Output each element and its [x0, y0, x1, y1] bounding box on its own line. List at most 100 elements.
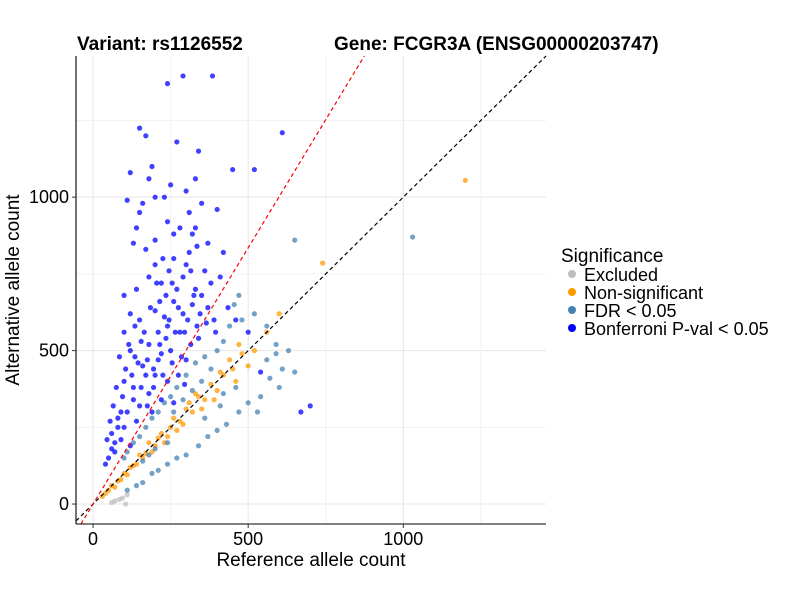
point-bonferroni-p-val-0-05	[146, 176, 152, 182]
point-bonferroni-p-val-0-05	[132, 354, 138, 360]
ticks: 0 500 1000 0 500 1000	[29, 187, 423, 549]
point-non-significant	[174, 427, 180, 433]
legend-label: Non-significant	[584, 283, 703, 303]
point-fdr-0-05	[285, 348, 292, 354]
point-bonferroni-p-val-0-05	[149, 409, 155, 415]
point-bonferroni-p-val-0-05	[143, 246, 149, 252]
x-tick-label: 0	[88, 529, 98, 549]
point-fdr-0-05	[199, 378, 205, 384]
x-tick-label: 500	[233, 529, 263, 549]
point-non-significant	[115, 478, 121, 484]
point-bonferroni-p-val-0-05	[168, 348, 174, 354]
point-bonferroni-p-val-0-05	[154, 280, 160, 286]
point-bonferroni-p-val-0-05	[150, 366, 157, 372]
point-fdr-0-05	[214, 348, 220, 354]
point-bonferroni-p-val-0-05	[127, 170, 133, 176]
point-fdr-0-05	[279, 366, 285, 372]
point-bonferroni-p-val-0-05	[138, 384, 144, 391]
x-axis-title: Reference allele count	[216, 550, 406, 571]
point-bonferroni-p-val-0-05	[130, 384, 136, 391]
point-fdr-0-05	[183, 372, 189, 378]
point-bonferroni-p-val-0-05	[123, 366, 129, 372]
point-bonferroni-p-val-0-05	[144, 357, 150, 363]
point-bonferroni-p-val-0-05	[121, 329, 127, 335]
point-bonferroni-p-val-0-05	[169, 360, 175, 366]
point-bonferroni-p-val-0-05	[183, 357, 189, 363]
point-fdr-0-05	[233, 384, 239, 391]
point-bonferroni-p-val-0-05	[107, 418, 113, 424]
point-bonferroni-p-val-0-05	[109, 430, 115, 437]
point-bonferroni-p-val-0-05	[211, 317, 217, 323]
point-fdr-0-05	[226, 323, 233, 329]
point-fdr-0-05	[223, 421, 230, 427]
point-bonferroni-p-val-0-05	[208, 280, 214, 286]
point-non-significant	[245, 363, 251, 369]
point-bonferroni-p-val-0-05	[149, 163, 155, 170]
point-non-significant	[217, 369, 223, 375]
point-bonferroni-p-val-0-05	[163, 335, 169, 341]
point-bonferroni-p-val-0-05	[194, 243, 200, 249]
point-bonferroni-p-val-0-05	[136, 125, 143, 131]
point-bonferroni-p-val-0-05	[307, 403, 313, 409]
point-bonferroni-p-val-0-05	[104, 437, 110, 443]
point-fdr-0-05	[164, 461, 171, 467]
point-bonferroni-p-val-0-05	[127, 348, 133, 354]
point-bonferroni-p-val-0-05	[230, 166, 236, 173]
point-fdr-0-05	[152, 446, 158, 452]
point-bonferroni-p-val-0-05	[155, 329, 161, 335]
point-fdr-0-05	[254, 409, 261, 415]
point-bonferroni-p-val-0-05	[136, 209, 143, 216]
point-bonferroni-p-val-0-05	[164, 219, 171, 225]
point-bonferroni-p-val-0-05	[298, 409, 304, 415]
point-non-significant	[99, 493, 105, 499]
point-bonferroni-p-val-0-05	[109, 446, 115, 452]
point-fdr-0-05	[236, 292, 242, 298]
point-bonferroni-p-val-0-05	[152, 237, 158, 243]
point-non-significant	[276, 311, 282, 317]
point-bonferroni-p-val-0-05	[202, 268, 208, 274]
point-bonferroni-p-val-0-05	[127, 311, 133, 317]
point-bonferroni-p-val-0-05	[168, 182, 174, 188]
point-bonferroni-p-val-0-05	[130, 240, 136, 246]
point-bonferroni-p-val-0-05	[181, 381, 188, 387]
point-bonferroni-p-val-0-05	[177, 329, 183, 335]
point-bonferroni-p-val-0-05	[171, 231, 177, 237]
legend-key-excluded	[568, 270, 576, 278]
point-non-significant	[146, 440, 152, 446]
point-bonferroni-p-val-0-05	[160, 255, 166, 262]
legend-key-fdr-0-05	[568, 306, 576, 314]
grid-lines	[76, 56, 546, 524]
point-non-significant	[164, 433, 171, 440]
point-non-significant	[186, 400, 192, 406]
point-bonferroni-p-val-0-05	[194, 323, 200, 329]
point-fdr-0-05	[273, 351, 279, 357]
point-bonferroni-p-val-0-05	[102, 461, 109, 467]
point-bonferroni-p-val-0-05	[164, 81, 171, 87]
point-bonferroni-p-val-0-05	[217, 274, 223, 280]
legend-label: Bonferroni P-val < 0.05	[584, 319, 769, 339]
point-bonferroni-p-val-0-05	[157, 341, 163, 348]
point-bonferroni-p-val-0-05	[189, 301, 195, 308]
point-excluded	[124, 492, 130, 498]
point-fdr-0-05	[202, 415, 208, 421]
point-bonferroni-p-val-0-05	[133, 418, 140, 424]
point-fdr-0-05	[208, 366, 214, 372]
point-fdr-0-05	[189, 387, 195, 394]
point-fdr-0-05	[140, 458, 146, 464]
point-bonferroni-p-val-0-05	[175, 305, 181, 311]
point-bonferroni-p-val-0-05	[245, 329, 251, 335]
reference-line-bonferroni-threshold	[80, 55, 365, 525]
point-bonferroni-p-val-0-05	[174, 139, 180, 145]
point-fdr-0-05	[155, 467, 161, 473]
title-gene: Gene: FCGR3A (ENSG00000203747)	[334, 34, 659, 55]
title-variant: Variant: rs1126552	[77, 34, 243, 55]
point-non-significant	[130, 463, 136, 469]
point-fdr-0-05	[276, 384, 282, 391]
point-bonferroni-p-val-0-05	[150, 384, 157, 391]
point-bonferroni-p-val-0-05	[136, 403, 143, 409]
point-bonferroni-p-val-0-05	[115, 424, 121, 430]
point-bonferroni-p-val-0-05	[203, 320, 209, 326]
point-bonferroni-p-val-0-05	[140, 200, 146, 206]
point-bonferroni-p-val-0-05	[189, 231, 195, 237]
reference-lines	[75, 55, 547, 525]
